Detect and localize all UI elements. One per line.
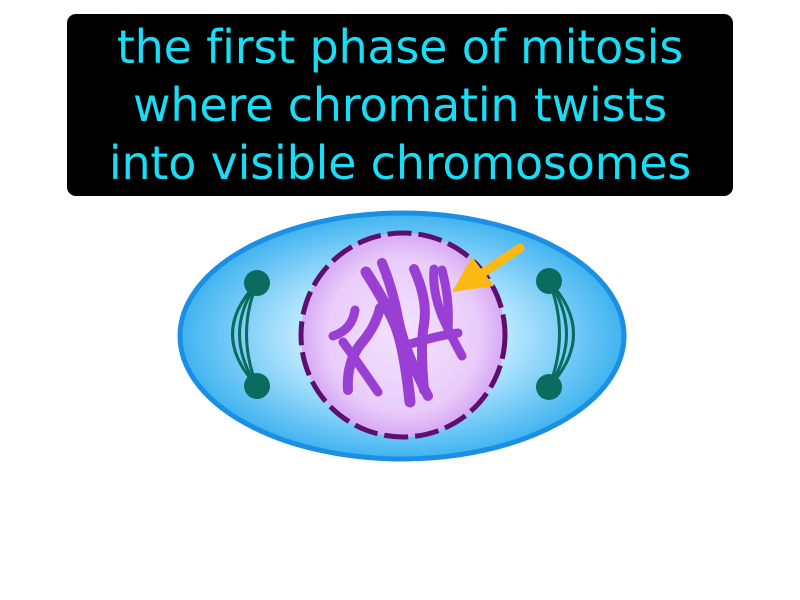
centrosome-right-top: [536, 268, 562, 294]
centrosome-left-bottom: [244, 373, 270, 399]
definition-caption: the first phase of mitosis where chromat…: [67, 14, 733, 196]
pointer-arrow: [452, 243, 525, 292]
definition-line-2: where chromatin twists: [133, 78, 667, 132]
chromosome-shape: [360, 258, 433, 408]
centrosome-right-bottom: [536, 374, 562, 400]
chromosomes: [328, 258, 467, 408]
definition-line-3: into visible chromosomes: [108, 136, 692, 190]
definition-line-1: the first phase of mitosis: [116, 20, 684, 74]
chromosome-shape: [328, 303, 385, 397]
chromosome-shape: [405, 264, 467, 395]
chromosome-shape: [437, 265, 453, 335]
centrosome-left-top: [244, 270, 270, 296]
